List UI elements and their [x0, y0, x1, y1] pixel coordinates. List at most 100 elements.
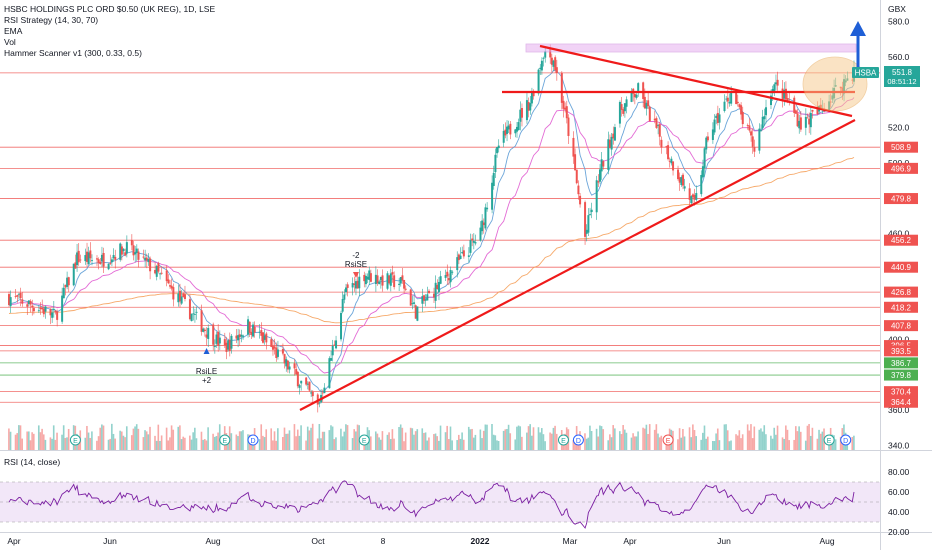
candle-body: [89, 250, 92, 259]
candle-body: [436, 284, 439, 289]
volume-bar: [718, 440, 721, 450]
candle-body: [288, 366, 291, 370]
candle-body: [677, 169, 680, 180]
candle-body: [137, 251, 140, 260]
price-tick-label: 520.0: [888, 123, 910, 133]
volume-bar: [89, 437, 92, 450]
candle-body: [341, 299, 344, 312]
candle-body: [456, 257, 459, 271]
candle-body: [461, 252, 464, 254]
volume-bar: [18, 425, 20, 450]
volume-bar: [474, 434, 477, 450]
rsi-pane-title[interactable]: RSI (14, close): [4, 457, 61, 467]
indicator-vol[interactable]: Vol: [4, 37, 16, 47]
volume-bar: [700, 439, 702, 450]
candle-body: [79, 259, 82, 261]
volume-bar: [819, 433, 822, 450]
price-level-tag-text: 479.8: [891, 195, 912, 204]
price-level-tag-text: 426.8: [891, 288, 912, 297]
indicator-rsi-strategy[interactable]: RSI Strategy (14, 30, 70): [4, 15, 99, 25]
candle-body: [587, 215, 590, 233]
candle-body: [14, 296, 17, 297]
volume-bar: [135, 424, 138, 450]
candle-body: [776, 79, 779, 86]
rsi-tick-label: 20.00: [888, 527, 910, 537]
candle-body: [213, 346, 216, 348]
volume-bar: [144, 430, 146, 450]
candle-body: [765, 107, 768, 116]
candle-body: [328, 358, 331, 389]
volume-bar: [401, 427, 404, 450]
volume-bar: [84, 437, 87, 450]
candle-body: [135, 248, 138, 253]
candle-body: [97, 259, 100, 263]
candle-body: [223, 339, 226, 346]
candle-body: [660, 139, 663, 148]
volume-bar: [145, 431, 148, 450]
volume-bar: [655, 424, 658, 450]
candle-body: [247, 319, 250, 335]
candle-body: [368, 270, 371, 280]
indicator-ema[interactable]: EMA: [4, 26, 23, 36]
candle-body: [549, 48, 552, 58]
candle-body: [147, 259, 150, 263]
volume-bar: [753, 426, 756, 450]
candle-body: [318, 402, 321, 404]
candle-body: [215, 334, 218, 344]
candle-body: [509, 123, 512, 135]
indicator-hammer-scanner[interactable]: Hammer Scanner v1 (300, 0.33, 0.5): [4, 48, 142, 58]
price-level-tag: 426.8: [884, 286, 918, 298]
candle-body: [773, 84, 776, 92]
volume-bar: [237, 436, 239, 450]
volume-layer: [8, 423, 855, 450]
candle-body: [110, 259, 113, 263]
volume-bar: [41, 428, 43, 450]
candle-body: [426, 294, 429, 301]
volume-bar: [799, 431, 802, 450]
price-level-tag: 379.8: [884, 369, 918, 381]
candle-body: [296, 371, 299, 387]
candle-body: [740, 105, 743, 115]
volume-bar: [288, 430, 291, 450]
candle-body: [809, 112, 812, 128]
candle-body: [87, 252, 90, 265]
volume-bar: [821, 431, 824, 450]
candle-body: [432, 293, 435, 298]
symbol-title[interactable]: HSBC HOLDINGS PLC ORD $0.50 (UK REG), 1D…: [4, 4, 216, 14]
volume-bar: [282, 437, 284, 450]
volume-bar: [630, 437, 633, 450]
volume-bar: [300, 425, 302, 450]
volume-bar: [346, 425, 349, 450]
price-tick-label: 560.0: [888, 52, 910, 62]
candle-body: [330, 358, 333, 361]
candle-body: [125, 242, 128, 254]
rsi-short-label: RsiSE: [345, 260, 367, 269]
price-tick-label: 340.0: [888, 440, 910, 450]
volume-bar: [595, 428, 598, 450]
candle-body: [620, 104, 623, 110]
candle-body: [95, 258, 98, 260]
volume-bar: [572, 440, 575, 450]
candle-body: [668, 160, 671, 162]
candle-body: [203, 329, 206, 331]
candle-body: [205, 334, 208, 338]
candle-body: [305, 377, 308, 385]
candle-body: [170, 285, 173, 289]
volume-bar: [439, 425, 442, 450]
volume-bar: [514, 439, 517, 450]
candle-body: [437, 281, 440, 292]
volume-bar: [750, 424, 752, 450]
price-level-tag-bg: [884, 345, 918, 357]
volume-bar: [494, 435, 497, 450]
candle-body: [32, 308, 35, 312]
volume-bar: [51, 438, 53, 450]
volume-bar: [311, 423, 314, 450]
candle-body: [497, 145, 500, 149]
event-marker-label: E: [73, 438, 78, 445]
volume-bar: [39, 432, 42, 450]
candle-body: [457, 254, 460, 261]
volume-bar: [54, 439, 57, 450]
